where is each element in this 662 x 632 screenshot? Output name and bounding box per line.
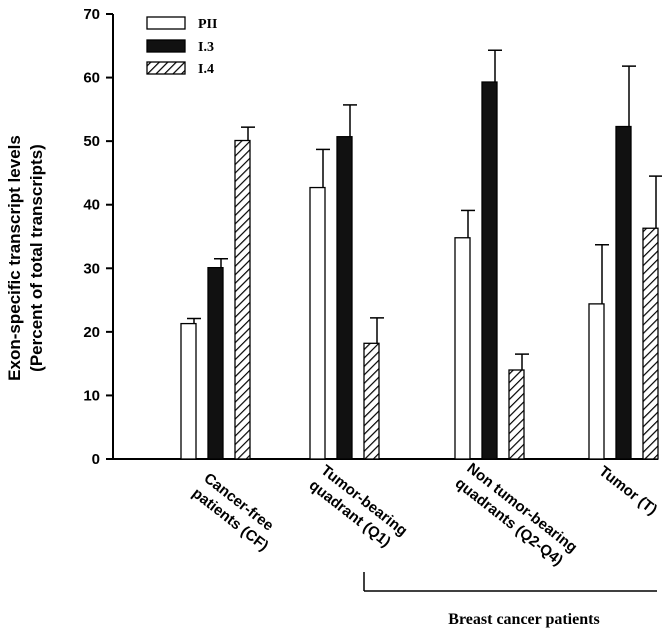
y-ticks: 0 10 20 30 40 50 60 70: [83, 6, 113, 468]
y-tick-label: 20: [83, 324, 100, 341]
category-label-cancer-free: Cancer-freepatients (CF): [189, 470, 283, 555]
y-axis-label-line2: (Percent of total transcripts): [27, 144, 46, 372]
legend: PII I.3 I.4: [146, 16, 217, 77]
legend-swatch-i3: [146, 39, 186, 53]
group-bracket: Breast cancer patients: [363, 572, 657, 628]
bar-i4: [642, 227, 659, 460]
y-tick-label: 60: [83, 70, 100, 87]
y-tick-label: 30: [83, 260, 100, 277]
bar-i3: [481, 81, 498, 460]
bar-i4: [234, 139, 251, 460]
bar-i3: [336, 136, 353, 460]
y-tick-label: 0: [92, 451, 100, 468]
y-tick-label: 10: [83, 387, 100, 404]
legend-label-pii: PII: [198, 17, 217, 32]
legend-label-i4: I.4: [198, 62, 214, 77]
group-label: Breast cancer patients: [448, 611, 599, 628]
bar-i4: [363, 342, 380, 460]
category-labels: Cancer-freepatients (CF) Tumor-bearingqua…: [189, 460, 661, 571]
legend-swatch-i4: [146, 61, 186, 75]
bars: [180, 49, 662, 460]
y-tick-label: 50: [83, 133, 100, 150]
legend-label-i3: I.3: [198, 40, 214, 55]
bar-i4: [508, 369, 525, 460]
category-label-non-tumor-bearing: Non tumor-bearingquadrants (Q2-Q4): [452, 460, 581, 571]
bar-pii: [309, 186, 326, 460]
category-label-tumor-bearing: Tumor-bearingquadrant (Q1): [306, 462, 411, 555]
bar-pii: [180, 322, 197, 460]
bar-pii: [588, 303, 605, 460]
y-axis-label-line1: Exon-specific transcript levels: [5, 135, 24, 381]
bar-pii: [454, 237, 471, 460]
bar-i3: [207, 266, 224, 460]
y-tick-label: 40: [83, 197, 100, 214]
legend-swatch-pii: [146, 16, 186, 30]
y-axis-title: Exon-specific transcript levels (Percent…: [5, 135, 46, 381]
y-tick-label: 70: [83, 6, 100, 23]
bar-i3: [615, 125, 632, 460]
category-label-tumor: Tumor (T): [596, 463, 661, 519]
